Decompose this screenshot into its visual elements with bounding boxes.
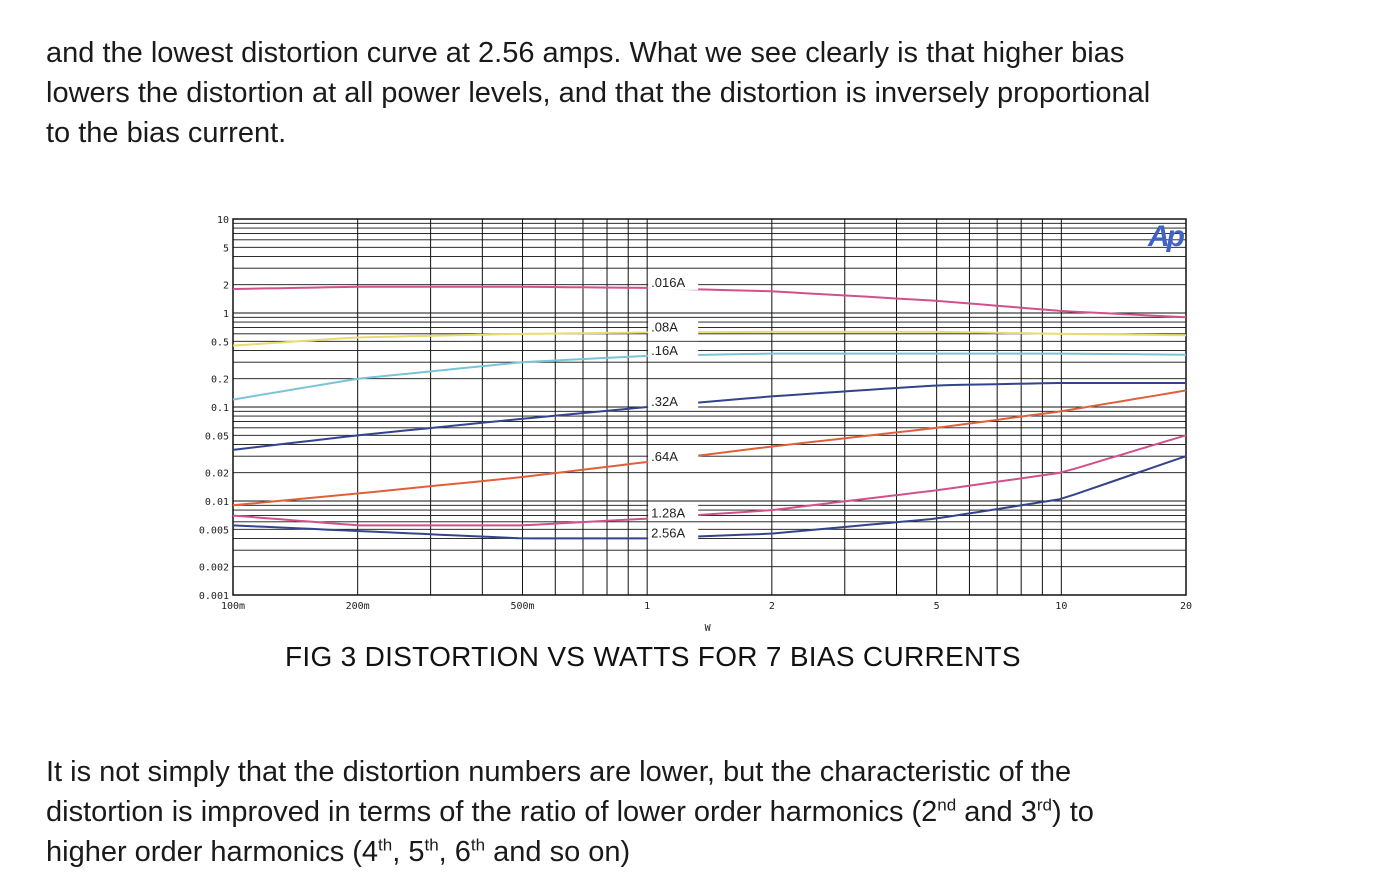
y-tick-label: 0.5 (211, 337, 229, 348)
series-label-256A: 2.56A (651, 525, 685, 540)
series-label-bg (648, 447, 699, 464)
sup-nd: nd (937, 795, 957, 815)
series-label-bg (648, 504, 699, 521)
distortion-chart: 10 5 2 1 0.5 0.2 0.1 0.05 0.02 0.01 0.005 0.002 0.00… (199, 215, 1192, 634)
y-tick-label: 1 (223, 309, 229, 320)
intro-line-3: to the bias current. (46, 117, 287, 149)
closing-line-3c: , 5 (392, 836, 425, 868)
series-line-256A (232, 455, 1187, 540)
sup-th-6: th (470, 835, 486, 855)
series-line-16A (232, 352, 1187, 401)
sup-rd: rd (1036, 795, 1052, 815)
y-tick-label: 0.002 (199, 563, 229, 574)
x-tick-label: 1 (644, 601, 650, 612)
series-label-bg (648, 524, 699, 541)
y-tick-label: 0.02 (205, 469, 229, 480)
closing-line-3e: , 6 (438, 836, 471, 868)
y-tick-label: 0.2 (211, 375, 229, 386)
series-label-bg (648, 393, 699, 409)
x-tick-label: 100m (221, 601, 245, 612)
x-tick-label: 2 (769, 601, 775, 612)
sup-th-4: th (378, 835, 393, 855)
closing-line-3a: higher order harmonics (4 (46, 836, 379, 868)
x-tick-label: 10 (1055, 601, 1067, 612)
series-label-64A: .64A (651, 449, 678, 464)
series-label-bg (648, 273, 699, 290)
series-label-08A: .08A (651, 320, 678, 335)
series-line-016A (232, 285, 1187, 319)
y-tick-label: 0.005 (199, 525, 229, 536)
series-line-64A (232, 389, 1187, 507)
closing-line-3g: and so on) (485, 836, 631, 868)
series-line-08A (232, 330, 1187, 347)
series-line-128A (232, 434, 1187, 527)
closing-line-2e: ) to (1051, 796, 1094, 828)
x-tick-label: 5 (934, 601, 940, 612)
chart-series-labels: .016A .08A .16A .32A .64A 1.28A 2.56A (648, 273, 699, 541)
x-tick-label: 500m (510, 601, 534, 612)
y-tick-label: 0.001 (199, 591, 229, 602)
x-tick-label: 20 (1180, 601, 1192, 612)
series-label-16A: .16A (651, 343, 678, 358)
y-tick-label: 0.01 (205, 497, 229, 508)
closing-line-2c: and 3 (956, 796, 1037, 828)
intro-line-2: lowers the distortion at all power level… (46, 77, 1151, 109)
ap-logo: Ap (1147, 220, 1185, 253)
y-tick-label: 0.05 (205, 431, 229, 442)
chart-grid (232, 218, 1187, 596)
series-label-bg (648, 318, 699, 335)
series-label-016A: .016A (651, 275, 685, 290)
intro-line-1: and the lowest distortion curve at 2.56 … (46, 37, 1125, 69)
closing-paragraph: It is not simply that the distortion num… (46, 752, 1356, 872)
x-axis-label: W (705, 623, 712, 634)
series-label-bg (648, 341, 699, 358)
y-tick-label: 0.1 (211, 403, 229, 414)
closing-line-2a: distortion is improved in terms of the r… (46, 796, 938, 828)
series-label-128A: 1.28A (651, 506, 685, 521)
figure-caption: FIG 3 DISTORTION VS WATTS FOR 7 BIAS CUR… (285, 641, 1021, 672)
x-tick-label: 200m (346, 601, 370, 612)
closing-line-1: It is not simply that the distortion num… (46, 756, 1072, 788)
chart-series (232, 285, 1187, 540)
chart-ticks: 10 5 2 1 0.5 0.2 0.1 0.05 0.02 0.01 0.005 0.002 0.00… (199, 215, 1192, 612)
y-tick-label: 10 (217, 215, 229, 226)
y-tick-label: 2 (223, 281, 229, 292)
sup-th-5: th (424, 835, 439, 855)
y-tick-label: 5 (223, 243, 229, 254)
series-line-32A (232, 382, 1186, 451)
intro-paragraph: and the lowest distortion curve at 2.56 … (46, 33, 1356, 153)
series-label-32A: .32A (651, 394, 678, 409)
